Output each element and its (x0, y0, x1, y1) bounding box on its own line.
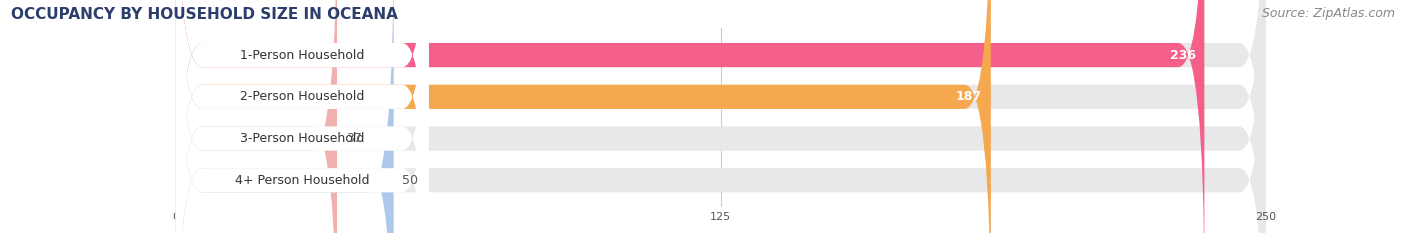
Text: 1-Person Household: 1-Person Household (240, 48, 364, 62)
FancyBboxPatch shape (176, 0, 991, 233)
Text: 187: 187 (956, 90, 981, 103)
FancyBboxPatch shape (176, 0, 1265, 233)
FancyBboxPatch shape (176, 0, 394, 233)
FancyBboxPatch shape (176, 0, 429, 233)
Text: 236: 236 (1170, 48, 1195, 62)
Text: 3-Person Household: 3-Person Household (240, 132, 364, 145)
FancyBboxPatch shape (176, 0, 1265, 233)
FancyBboxPatch shape (176, 0, 429, 233)
FancyBboxPatch shape (176, 0, 429, 233)
FancyBboxPatch shape (176, 0, 1265, 233)
Text: 50: 50 (402, 174, 419, 187)
Text: 2-Person Household: 2-Person Household (240, 90, 364, 103)
Text: OCCUPANCY BY HOUSEHOLD SIZE IN OCEANA: OCCUPANCY BY HOUSEHOLD SIZE IN OCEANA (11, 7, 398, 22)
FancyBboxPatch shape (176, 0, 429, 233)
FancyBboxPatch shape (176, 0, 1265, 233)
FancyBboxPatch shape (176, 0, 337, 233)
Text: 37: 37 (346, 132, 361, 145)
FancyBboxPatch shape (176, 0, 1205, 233)
Text: Source: ZipAtlas.com: Source: ZipAtlas.com (1261, 7, 1395, 20)
Text: 4+ Person Household: 4+ Person Household (235, 174, 370, 187)
